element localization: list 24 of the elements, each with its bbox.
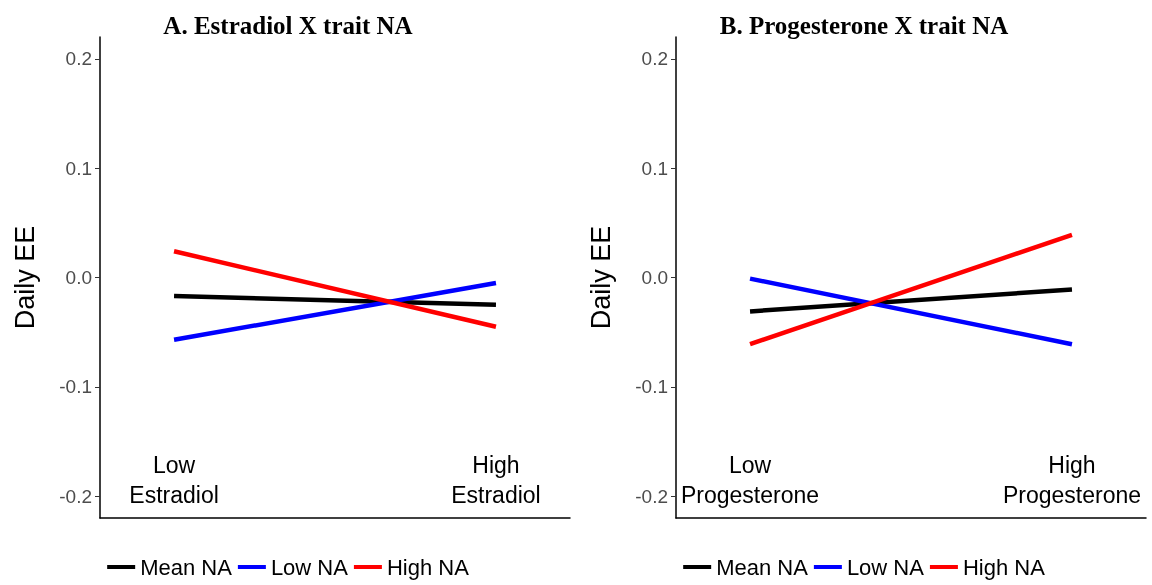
x-tick-label: High Estradiol (451, 452, 541, 508)
chart-title: A. Estradiol X trait NA (163, 12, 413, 39)
y-tick-label: -0.1 (635, 376, 668, 398)
y-tick-label: 0.2 (641, 48, 668, 70)
y-tick-label: 0.1 (65, 157, 92, 179)
legend-label: Low NA (846, 554, 925, 580)
x-tick-label: Low Estradiol (129, 452, 219, 508)
x-tick-label: Low Progesterone (680, 452, 820, 508)
y-tick-label: -0.2 (635, 485, 668, 507)
legend-label: Low NA (270, 554, 349, 580)
y-tick-label: -0.2 (59, 485, 92, 507)
chart-title: B. Progesterone X trait NA (719, 12, 1009, 39)
y-tick-label: 0.0 (65, 267, 92, 288)
legend-label: High NA (962, 554, 1046, 580)
y-axis-title: Daily EE (9, 225, 40, 330)
y-axis-title: Daily EE (585, 225, 616, 330)
x-tick-label: High Progesterone (1002, 452, 1142, 508)
legend-label: Mean NA (716, 554, 809, 580)
legend-label: Mean NA (140, 554, 233, 580)
y-tick-label: 0.1 (641, 157, 668, 179)
legend-label: High NA (386, 554, 470, 580)
y-tick-label: 0.0 (641, 267, 668, 288)
y-tick-label: 0.2 (65, 48, 92, 70)
y-tick-label: -0.1 (59, 376, 92, 398)
